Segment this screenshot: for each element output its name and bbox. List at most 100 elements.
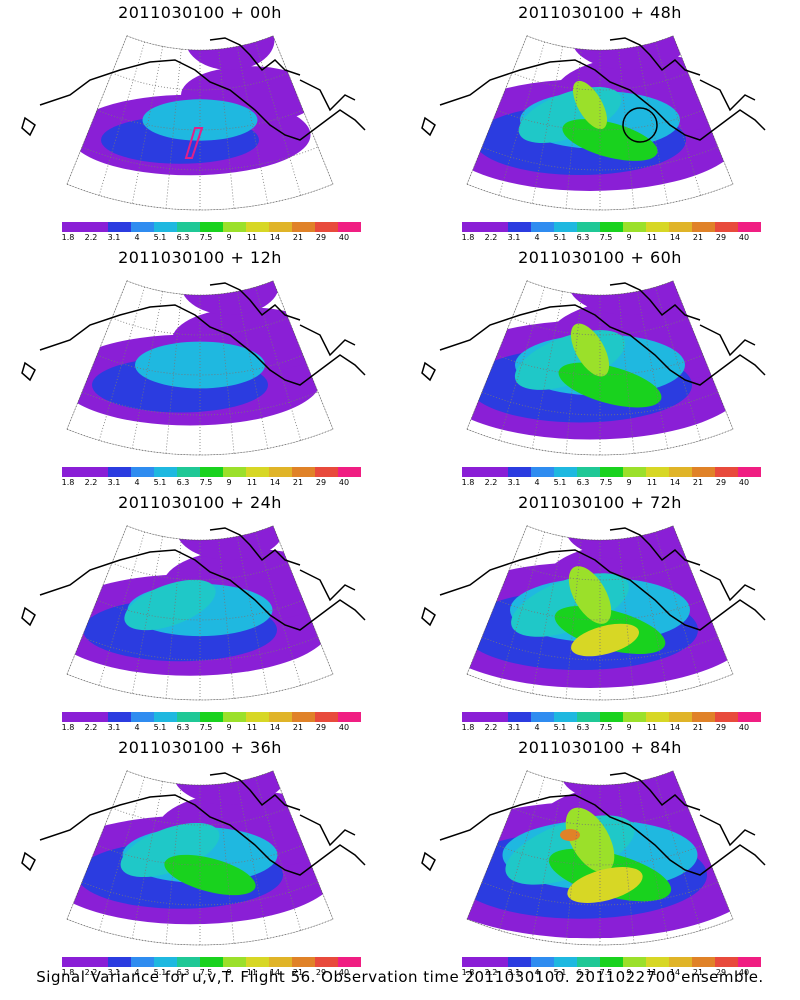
- field-orange: [560, 829, 580, 841]
- panel-title: 2011030100 + 48h: [518, 3, 682, 22]
- colorbar-swatch: [85, 222, 108, 232]
- map-panel-84h: 2011030100 + 84h 1.8 2.2 3.1 4 5.1 6.3 7.5 9 11 14…: [400, 735, 800, 980]
- coastlines: [421, 282, 766, 386]
- map-panel-12h: 2011030100 + 12h 1.8 2.2 3.1 4 5.1 6.3 7.5 9 11 14…: [0, 245, 400, 490]
- colorbar: [62, 222, 361, 232]
- colorbar-swatch: [508, 957, 531, 967]
- colorbar-swatch: [131, 467, 154, 477]
- colorbar-tick-label: 4: [534, 233, 540, 242]
- colorbar-tick-label: 11: [246, 968, 258, 977]
- colorbar-tick-label: 6.3: [176, 968, 190, 977]
- colorbar-swatch: [131, 957, 154, 967]
- field-green: [562, 119, 658, 161]
- colorbar-tick-label: 29: [315, 968, 327, 977]
- colorbar: [62, 957, 361, 967]
- colorbar-swatch: [531, 467, 554, 477]
- colorbar-swatch: [462, 712, 485, 722]
- coastlines: [21, 527, 366, 631]
- colorbar-swatch: [246, 222, 269, 232]
- colorbar-tick-label: 5.1: [153, 968, 167, 977]
- colorbar-tick-label: 6.3: [176, 478, 190, 487]
- colorbar-swatch: [577, 957, 600, 967]
- variance-map: [21, 770, 366, 946]
- colorbar-swatch: [315, 957, 338, 967]
- colorbar-tick-label: 6.3: [576, 723, 590, 732]
- colorbar-swatch: [338, 467, 361, 477]
- variance-map: [21, 35, 366, 211]
- colorbar-swatch: [315, 222, 338, 232]
- colorbar: [462, 712, 761, 722]
- field-yellow: [570, 623, 640, 657]
- variance-field: [67, 525, 333, 676]
- variance-field: [467, 525, 733, 688]
- colorbar-tick-label: 5.1: [553, 233, 567, 242]
- colorbar-swatch: [108, 222, 131, 232]
- variance-map: [421, 35, 766, 211]
- panel-title: 2011030100 + 24h: [118, 493, 282, 512]
- colorbar-swatch: [623, 712, 646, 722]
- colorbar-tick-label: 21: [292, 233, 304, 242]
- colorbar-tick-label: 4: [134, 968, 140, 977]
- colorbar-tick-label: 21: [292, 968, 304, 977]
- colorbar-swatch: [200, 957, 223, 967]
- domain-outline: [66, 280, 334, 456]
- colorbar-swatch: [223, 712, 246, 722]
- field-lime: [568, 566, 612, 624]
- colorbar: [62, 712, 361, 722]
- map-panel-48h: 2011030100 + 48h 1.8 2.2 3.1 4 5.1 6.3 7.5 9 11 14…: [400, 0, 800, 245]
- domain-outline: [466, 35, 734, 211]
- colorbar-tick-label: 5.1: [153, 723, 167, 732]
- colorbar-swatch: [623, 222, 646, 232]
- colorbar-tick-label: 40: [338, 233, 350, 242]
- colorbar-swatch: [292, 957, 315, 967]
- colorbar-tick-label: 21: [692, 478, 704, 487]
- colorbar-swatch: [246, 957, 269, 967]
- map-panel-60h: 2011030100 + 60h 1.8 2.2 3.1 4 5.1 6.3 7.5 9 11 14…: [400, 245, 800, 490]
- colorbar-swatch: [669, 222, 692, 232]
- colorbar-tick-label: 11: [646, 478, 658, 487]
- colorbar-tick-label: 40: [738, 723, 750, 732]
- colorbar-tick-label: 29: [715, 968, 727, 977]
- colorbar-swatch: [177, 467, 200, 477]
- colorbar-swatch: [738, 957, 761, 967]
- colorbar-tick-label: 7.5: [199, 968, 213, 977]
- colorbar-tick-label: 1.8: [461, 723, 475, 732]
- colorbar-swatch: [200, 222, 223, 232]
- colorbar-swatch: [669, 957, 692, 967]
- colorbar-tick-label: 11: [646, 968, 658, 977]
- variance-field: [467, 35, 733, 191]
- colorbar-tick-label: 3.1: [507, 478, 521, 487]
- colorbar: [462, 957, 761, 967]
- colorbar-tick-label: 5.1: [553, 723, 567, 732]
- colorbar-swatch: [292, 712, 315, 722]
- colorbar-swatch: [85, 712, 108, 722]
- field-green: [164, 854, 256, 896]
- panel-title: 2011030100 + 72h: [518, 493, 682, 512]
- panel-title: 2011030100 + 00h: [118, 3, 282, 22]
- graticule: [466, 280, 734, 456]
- field-lime: [572, 80, 608, 130]
- field-yellow: [567, 866, 643, 904]
- colorbar-swatch: [200, 712, 223, 722]
- domain-outline: [466, 280, 734, 456]
- colorbar-tick-label: 14: [669, 723, 681, 732]
- variance-map: [21, 525, 366, 701]
- flight-track-box: [184, 127, 204, 159]
- colorbar-tick-label: 7.5: [599, 478, 613, 487]
- colorbar: [462, 222, 761, 232]
- colorbar-swatch: [485, 712, 508, 722]
- colorbar-swatch: [154, 467, 177, 477]
- colorbar-tick-label: 1.8: [461, 233, 475, 242]
- colorbar-tick-label: 14: [669, 478, 681, 487]
- colorbar-tick-label: 4: [534, 723, 540, 732]
- domain-outline: [66, 525, 334, 701]
- graticule: [466, 525, 734, 701]
- colorbar-swatch: [131, 712, 154, 722]
- colorbar-tick-label: 40: [738, 968, 750, 977]
- colorbar-tick-label: 3.1: [107, 723, 121, 732]
- colorbar-swatch: [692, 467, 715, 477]
- colorbar-swatch: [646, 957, 669, 967]
- colorbar-swatch: [508, 222, 531, 232]
- colorbar-tick-label: 29: [715, 233, 727, 242]
- field-cyan: [124, 579, 216, 631]
